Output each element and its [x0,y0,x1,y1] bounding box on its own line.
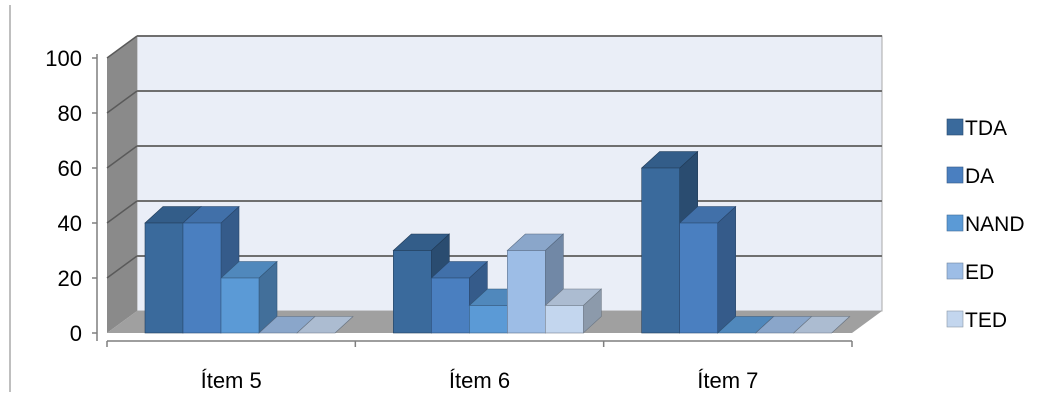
bar-side-face [717,205,736,334]
y-tick-label: 60 [58,156,82,181]
legend-swatch [946,118,964,136]
bar [792,316,851,334]
legend-label: DA [965,165,994,188]
bar [506,233,565,334]
legend: TDA DA NAND ED TED [946,117,1025,332]
bar-front-face [679,222,718,334]
x-axis-tick-labels: Ítem 5 Ítem 6 Ítem 7 [201,368,759,393]
x-tick-label: Ítem 6 [449,368,510,393]
legend-swatch [946,166,964,184]
bar-top-face [792,316,851,334]
y-tick-label: 0 [70,321,82,346]
legend-item: NAND [946,213,1025,236]
bar-front-face [393,250,432,334]
y-axis-tick-labels: 0 20 40 60 80 100 [45,46,82,346]
legend-label: NAND [965,213,1025,236]
bar-front-face [144,222,184,334]
bar-front-face [545,305,584,334]
axes [92,54,853,347]
legend-item: ED [946,261,994,284]
bar-top-face [296,316,354,334]
y-tick-label: 40 [58,211,82,236]
bar-front-face [641,167,680,334]
x-tick-label: Ítem 5 [201,368,262,393]
y-tick-label: 20 [58,266,82,291]
side-wall [107,36,137,333]
legend-item: TDA [946,117,1007,140]
bar-front-face [182,222,222,334]
bar-front-face [431,277,470,334]
gridline-side [106,35,138,59]
bar [296,316,354,334]
bar-front-face [507,250,546,334]
legend-item: DA [946,165,994,188]
bar [182,205,240,334]
y-tick-label: 80 [58,101,82,126]
bar [544,288,603,334]
legend-swatch [946,214,964,232]
x-tick-label: Ítem 7 [697,368,758,393]
legend-label: TED [965,309,1007,332]
gridline-side [106,255,138,279]
bar-front-face [469,305,508,334]
bar [220,260,278,334]
y-tick-label: 100 [45,46,82,71]
legend-label: ED [965,261,994,284]
legend-item: TED [946,309,1007,332]
bar [678,205,737,334]
legend-swatch [946,310,964,328]
legend-swatch [946,262,964,280]
gridline-side [106,90,138,114]
bar-front-face [220,277,260,334]
gridline-side [106,200,138,224]
gridline-side [106,145,138,169]
bars [144,150,851,334]
legend-label: TDA [965,117,1007,140]
